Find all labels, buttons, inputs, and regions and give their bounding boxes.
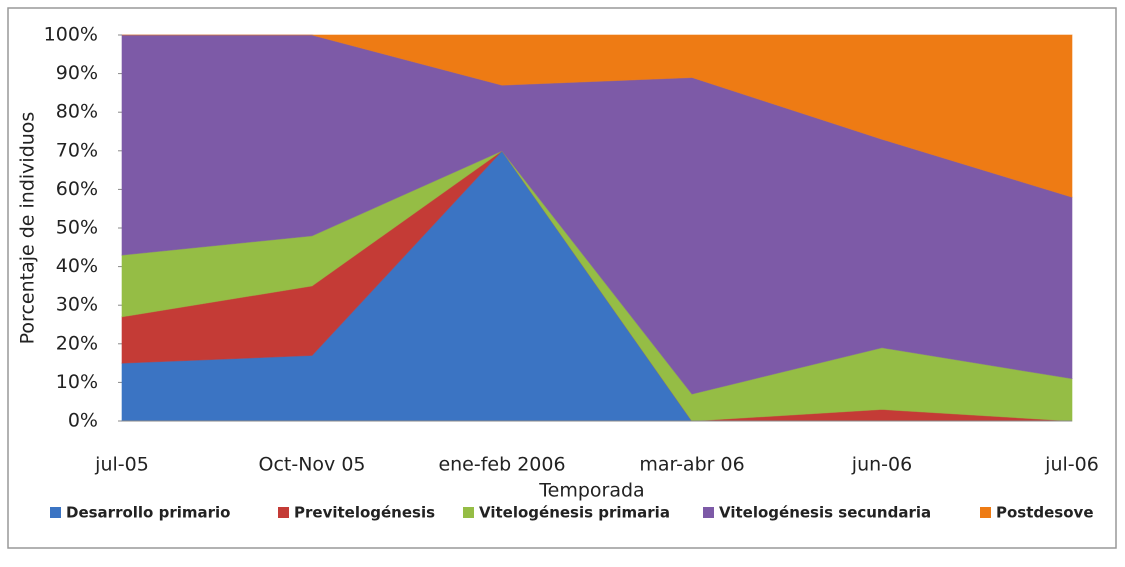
y-tick-label: 100%	[44, 24, 98, 46]
y-tick-label: 90%	[56, 62, 98, 84]
legend-label: Vitelogénesis primaria	[479, 504, 670, 522]
legend-label: Desarrollo primario	[66, 504, 230, 522]
x-tick-label: jun-06	[851, 454, 912, 476]
x-tick-label: Oct-Nov 05	[258, 454, 365, 476]
x-tick-label: jul-06	[1044, 454, 1099, 476]
area	[122, 34, 1073, 198]
x-axis-title: Temporada	[538, 480, 644, 502]
y-tick-label: 10%	[56, 371, 98, 393]
x-tick-label: mar-abr 06	[639, 454, 744, 476]
y-tick-label: 0%	[68, 410, 98, 432]
y-tick-label: 30%	[56, 294, 98, 316]
legend-swatch	[50, 507, 61, 518]
legend-swatch	[463, 507, 474, 518]
y-tick-label: 20%	[56, 332, 98, 354]
legend-label: Postdesove	[996, 504, 1094, 522]
y-tick-label: 70%	[56, 139, 98, 161]
legend-swatch	[703, 507, 714, 518]
y-tick-label: 80%	[56, 101, 98, 123]
y-tick-label: 40%	[56, 255, 98, 277]
y-axis-title: Porcentaje de individuos	[17, 112, 39, 345]
legend-swatch	[278, 507, 289, 518]
x-tick-label: ene-feb 2006	[438, 454, 565, 476]
y-tick-label: 50%	[56, 217, 98, 239]
y-tick-label: 60%	[56, 178, 98, 200]
legend-label: Vitelogénesis secundaria	[719, 504, 931, 522]
x-tick-label: jul-05	[94, 454, 149, 476]
legend-label: Previtelogénesis	[294, 504, 435, 522]
legend-swatch	[980, 507, 991, 518]
